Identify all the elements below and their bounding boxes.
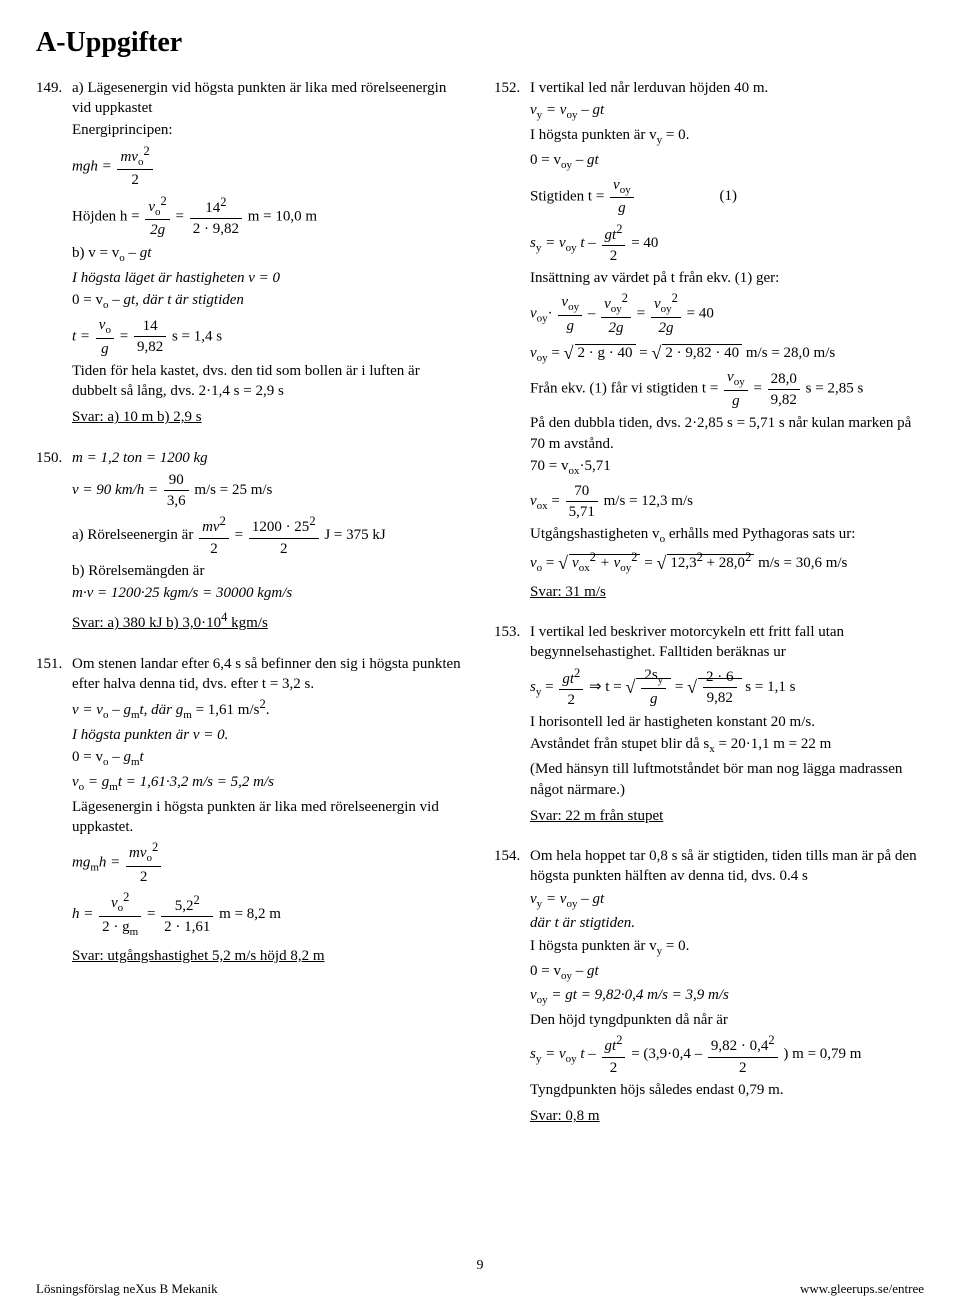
equation: voy = √2 · g · 40 = √2 · 9,82 · 40 m/s =… [530,341,924,366]
problem-149: 149. a) Lägesenergin vid högsta punkten … [36,78,466,430]
problem-body: m = 1,2 ton = 1200 kg v = 90 km/h = 903,… [72,448,466,636]
text-line: I högsta punkten är vy = 0. [530,936,924,959]
text-line: m = 1,2 ton = 1200 kg [72,448,466,468]
equation: Från ekv. (1) får vi stigtiden t = voyg … [530,367,924,411]
text-line: vo = gmt = 1,61·3,2 m/s = 5,2 m/s [72,772,466,795]
problem-body: I vertikal led når lerduvan höjden 40 m.… [530,78,924,604]
page-title: A-Uppgifter [36,24,924,62]
text-line: Energiprincipen: [72,120,466,140]
equation: voy· voyg – voy22g = voy22g = 40 [530,290,924,338]
text-line: Om stenen landar efter 6,4 s så befinner… [72,654,466,695]
footer-right: www.gleerups.se/entree [800,1280,924,1298]
text-line: Utgångshastigheten vo erhålls med Pythag… [530,524,924,547]
problem-number: 151. [36,654,72,969]
text-line: (Med hänsyn till luftmotståndet bör man … [530,759,924,800]
equation: t = vog = 149,82 s = 1,4 s [72,315,466,359]
equation: mgh = mvo22 [72,143,466,191]
text-line: vy = voy – gt [530,100,924,123]
text-line: 70 = vox·5,71 [530,456,924,479]
text-line: Avståndet från stupet blir då sx = 20·1,… [530,734,924,757]
text-line: 0 = voy – gt [530,150,924,173]
equation: sy = gt22 ⇒ t = √2syg = √2 · 69,82 s = 1… [530,665,924,711]
equation: sy = voy t – gt22 = (3,9·0,4 – 9,82 · 0,… [530,1032,924,1078]
text-line: Tiden för hela kastet, dvs. den tid som … [72,361,466,402]
text-line: På den dubbla tiden, dvs. 2·2,85 s = 5,7… [530,413,924,454]
problem-body: Om stenen landar efter 6,4 s så befinner… [72,654,466,969]
problem-body: I vertikal led beskriver motorcykeln ett… [530,622,924,828]
right-column: 152. I vertikal led når lerduvan höjden … [494,78,924,1147]
text-line: a) Lägesenergin vid högsta punkten är li… [72,78,466,119]
text-line: v = vo – gmt, där gm = 1,61 m/s2. [72,696,466,723]
answer-line: Svar: 31 m/s [530,582,924,602]
page-number: 9 [0,1257,960,1276]
text-line: Den höjd tyngdpunkten då når är [530,1010,924,1030]
page-footer: Lösningsförslag neXus B Mekanik www.glee… [36,1280,924,1298]
left-column: 149. a) Lägesenergin vid högsta punkten … [36,78,466,1147]
text-line: Om hela hoppet tar 0,8 s så är stigtiden… [530,846,924,887]
text-line: b) v = vo – gt [72,243,466,266]
text-line: I horisontell led är hastigheten konstan… [530,712,924,732]
text-line: 0 = voy – gt [530,961,924,984]
equation: vo = √vox2 + voy2 = √12,32 + 28,02 m/s =… [530,549,924,576]
problem-number: 149. [36,78,72,430]
problem-153: 153. I vertikal led beskriver motorcykel… [494,622,924,828]
answer-line: Svar: 22 m från stupet [530,806,924,826]
text-line: 0 = vo – gt, där t är stigtiden [72,290,466,313]
answer-line: Svar: 0,8 m [530,1106,924,1126]
equation: vox = 705,71 m/s = 12,3 m/s [530,481,924,523]
answer-line: Svar: a) 10 m b) 2,9 s [72,407,466,427]
text-line: Lägesenergin i högsta punkten är lika me… [72,797,466,838]
problem-number: 154. [494,846,530,1128]
problem-body: a) Lägesenergin vid högsta punkten är li… [72,78,466,430]
text-line: voy = gt = 9,82·0,4 m/s = 3,9 m/s [530,985,924,1008]
text-line: I högsta läget är hastigheten v = 0 [72,268,466,288]
problem-154: 154. Om hela hoppet tar 0,8 s så är stig… [494,846,924,1128]
answer-line: Svar: a) 380 kJ b) 3,0·104 kgm/s [72,609,466,633]
text-line: vy = voy – gt [530,889,924,912]
footer-left: Lösningsförslag neXus B Mekanik [36,1280,218,1298]
content-columns: 149. a) Lägesenergin vid högsta punkten … [36,78,924,1147]
equation: Stigtiden t = voyg (1) [530,175,924,219]
problem-150: 150. m = 1,2 ton = 1200 kg v = 90 km/h =… [36,448,466,636]
text-line: 0 = vo – gmt [72,747,466,770]
equation: sy = voy t – gt22 = 40 [530,221,924,267]
problem-151: 151. Om stenen landar efter 6,4 s så bef… [36,654,466,969]
equation: v = 90 km/h = 903,6 m/s = 25 m/s [72,470,466,512]
equation: mgmh = mvo22 [72,839,466,887]
problem-152: 152. I vertikal led når lerduvan höjden … [494,78,924,604]
text-line: I vertikal led beskriver motorcykeln ett… [530,622,924,663]
problem-number: 152. [494,78,530,604]
text-line: Insättning av värdet på t från ekv. (1) … [530,268,924,288]
text-line: m·v = 1200·25 kgm/s = 30000 kgm/s [72,583,466,603]
equation: Höjden h = vo22g = 1422 · 9,82 m = 10,0 … [72,193,466,241]
equation: h = vo22 · gm = 5,222 · 1,61 m = 8,2 m [72,889,466,940]
problem-number: 150. [36,448,72,636]
text-line: Tyngdpunkten höjs således endast 0,79 m. [530,1080,924,1100]
text-line: I vertikal led når lerduvan höjden 40 m. [530,78,924,98]
text-line: I högsta punkten är v = 0. [72,725,466,745]
problem-body: Om hela hoppet tar 0,8 s så är stigtiden… [530,846,924,1128]
text-line: I högsta punkten är vy = 0. [530,125,924,148]
text-line: b) Rörelsemängden är [72,561,466,581]
text-line: där t är stigtiden. [530,913,924,933]
problem-number: 153. [494,622,530,828]
equation: a) Rörelseenergin är mv22 = 1200 · 2522 … [72,513,466,559]
answer-line: Svar: utgångshastighet 5,2 m/s höjd 8,2 … [72,946,466,966]
